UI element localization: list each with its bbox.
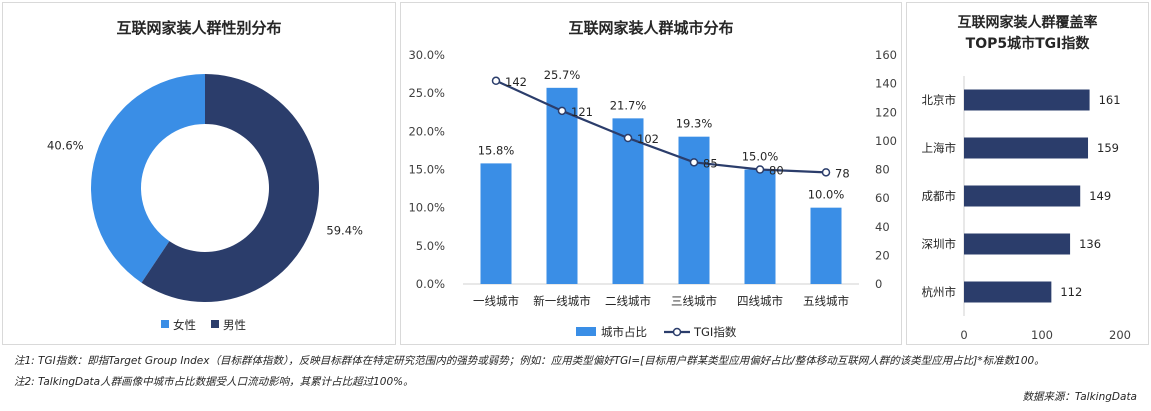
donut-slice-female: [90, 74, 205, 283]
bar-四线城市: [744, 169, 776, 284]
hbar-成都市: [964, 185, 1081, 207]
tgi-point: [689, 158, 699, 167]
tgi-point: [755, 165, 765, 174]
legend-swatch-female: [161, 320, 169, 328]
tgi-value-label: 121: [571, 105, 593, 119]
tgi-point: [821, 168, 831, 177]
tgi-value-label: 78: [835, 166, 850, 180]
tgi-chart-title-line1: 互联网家装人群覆盖率: [957, 15, 1098, 31]
bar-一线城市: [480, 163, 512, 284]
left-tick-label: 0.0%: [416, 277, 445, 291]
city-combo-chart: 0.0% 5.0% 10.0% 15.0% 20.0% 25.0% 30.0% 0 20 40 60…: [408, 48, 897, 339]
bar-value-label: 19.3%: [676, 117, 713, 131]
tgi-point: [623, 133, 633, 143]
legend-label-tgi: TGI指数: [693, 325, 737, 339]
x-tick-label: 100: [1031, 328, 1053, 342]
tgi-line: [495, 79, 827, 174]
tgi-value-label: 80: [769, 164, 784, 178]
tgi-value-label: 102: [637, 132, 659, 146]
hbar-上海市: [964, 137, 1089, 159]
hbar-杭州市: [964, 281, 1052, 303]
gender-donut-chart: 40.6% 59.4% 女性 男性: [47, 74, 363, 332]
hbar-value-label: 149: [1089, 189, 1111, 203]
donut-label-male: 59.4%: [326, 223, 363, 237]
tgi-point: [491, 76, 501, 86]
city-distribution-panel: 互联网家装人群城市分布 0.0% 5.0% 10.0% 15.0% 20.0% 25.0%…: [400, 2, 902, 345]
tgi-point: [557, 106, 567, 116]
tgi-value-label: 85: [703, 156, 718, 170]
legend-swatch-city-share: [576, 327, 596, 336]
tgi-value-label: 142: [505, 75, 527, 89]
bar-value-label: 21.7%: [610, 98, 647, 112]
legend-label-city-share: 城市占比: [601, 325, 647, 339]
left-tick-label: 15.0%: [408, 163, 445, 177]
left-tick-label: 30.0%: [408, 48, 445, 62]
x-tick-label: 五线城市: [803, 294, 849, 308]
y-tick-label: 深圳市: [922, 237, 957, 251]
y-tick-label: 上海市: [922, 141, 957, 155]
bar-value-label: 10.0%: [808, 188, 845, 202]
y-tick-label: 成都市: [922, 189, 957, 203]
left-tick-label: 5.0%: [416, 239, 445, 253]
legend-swatch-male: [211, 320, 219, 328]
left-tick-label: 10.0%: [408, 201, 445, 215]
hbar-value-label: 161: [1099, 93, 1121, 107]
legend-label-male: 男性: [223, 318, 246, 332]
x-tick-label: 一线城市: [473, 294, 519, 308]
legend-marker-tgi: [672, 327, 682, 337]
x-tick-label: 新一线城市: [533, 294, 591, 308]
tgi-chart-title-line2: TOP5城市TGI指数: [965, 36, 1090, 52]
right-tick-label: 160: [875, 48, 897, 62]
footnote-1: 注1: TGI指数：即指Target Group Index（目标群体指数），反…: [14, 355, 1045, 367]
y-tick-label: 北京市: [922, 93, 957, 107]
footnote-2: 注2: TalkingData人群画像中城市占比数据受人口流动影响，其累计占比超…: [14, 376, 414, 388]
tgi-hbar-chart: 北京市 161 上海市 159 成都市 149 深圳市 136 杭州市 112 0 100 200: [922, 76, 1131, 342]
y-tick-label: 杭州市: [922, 285, 957, 299]
right-tick-label: 40: [875, 220, 890, 234]
right-tick-label: 0: [875, 277, 882, 291]
x-tick-label: 二线城市: [605, 294, 651, 308]
x-tick-label: 0: [960, 328, 967, 342]
tgi-top5-panel: 互联网家装人群覆盖率 TOP5城市TGI指数 北京市 161 上海市 159 成都市 14…: [906, 2, 1149, 345]
donut-slice-male: [141, 74, 319, 302]
hbar-value-label: 159: [1097, 141, 1119, 155]
right-tick-label: 60: [875, 191, 890, 205]
right-tick-label: 80: [875, 163, 890, 177]
x-tick-label: 三线城市: [671, 294, 717, 308]
right-tick-label: 120: [875, 105, 897, 119]
x-tick-label: 四线城市: [737, 294, 783, 308]
right-tick-label: 100: [875, 134, 897, 148]
bar-新一线城市: [546, 87, 578, 284]
bar-value-label: 15.8%: [478, 143, 515, 157]
bar-五线城市: [810, 207, 842, 284]
bar-二线城市: [612, 118, 644, 285]
hbar-value-label: 112: [1060, 285, 1082, 299]
gender-chart-title: 互联网家装人群性别分布: [116, 19, 282, 37]
hbar-深圳市: [964, 233, 1071, 255]
bar-value-label: 25.7%: [544, 68, 581, 82]
right-tick-label: 20: [875, 248, 890, 262]
data-source: 数据来源：TalkingData: [1022, 391, 1137, 403]
bar-value-label: 15.0%: [742, 150, 779, 164]
left-tick-label: 25.0%: [408, 86, 445, 100]
hbar-北京市: [964, 89, 1090, 111]
right-tick-label: 140: [875, 77, 897, 91]
x-tick-label: 200: [1109, 328, 1131, 342]
city-chart-title: 互联网家装人群城市分布: [568, 19, 734, 37]
tgi-chart-title: 互联网家装人群覆盖率 TOP5城市TGI指数: [907, 13, 1148, 55]
left-tick-label: 20.0%: [408, 124, 445, 138]
footnotes: 注1: TGI指数：即指Target Group Index（目标群体指数），反…: [14, 351, 1045, 393]
hbar-value-label: 136: [1079, 237, 1101, 251]
gender-distribution-panel: 互联网家装人群性别分布 40.6% 59.4% 女性 男性: [2, 2, 396, 345]
donut-label-female: 40.6%: [47, 139, 84, 153]
legend-label-female: 女性: [173, 318, 196, 332]
